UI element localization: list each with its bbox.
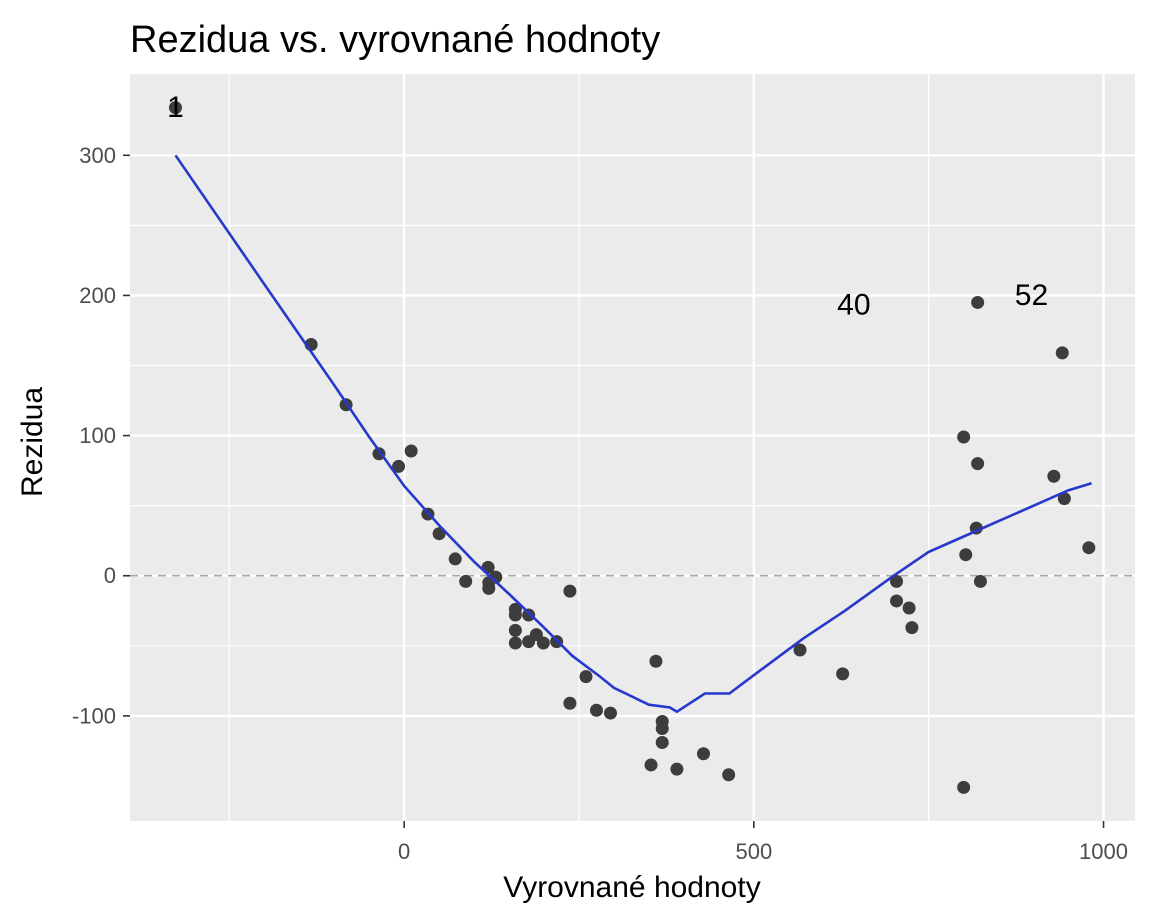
data-point-23 xyxy=(563,584,577,598)
y-axis-ticks: -100 0 100 200 300 xyxy=(72,143,130,728)
x-axis-ticks: 0 500 1000 xyxy=(398,821,1128,864)
data-point-16 xyxy=(508,623,522,637)
data-point-50 xyxy=(1055,346,1069,360)
data-point-5 xyxy=(404,444,418,458)
data-point-8 xyxy=(448,552,462,566)
data-point-47 xyxy=(971,457,985,471)
x-tick-label-1: 500 xyxy=(735,839,772,864)
data-point-29 xyxy=(649,654,663,668)
data-point-46 xyxy=(971,295,985,309)
data-point-42 xyxy=(957,430,971,444)
data-point-27 xyxy=(603,706,617,720)
smooth-line xyxy=(174,154,1092,714)
y-tick-label-4: 300 xyxy=(79,143,116,168)
data-point-12 xyxy=(482,581,496,595)
y-tick-label-1: 0 xyxy=(104,563,116,588)
data-point-21 xyxy=(536,636,550,650)
y-axis-title: Rezidua xyxy=(16,387,49,497)
y-tick-label-3: 200 xyxy=(79,283,116,308)
x-axis-title: Vyrovnané hodnoty xyxy=(503,871,760,904)
data-point-34 xyxy=(696,747,710,761)
data-point-39 xyxy=(890,594,904,608)
data-point-38 xyxy=(890,574,904,588)
data-point-0 xyxy=(168,101,182,115)
data-point-31 xyxy=(655,722,669,736)
data-point-9 xyxy=(459,574,473,588)
point-annotations: 1 40 52 xyxy=(167,91,1048,322)
plot-panel xyxy=(130,74,1135,821)
data-point-33 xyxy=(670,762,684,776)
data-point-25 xyxy=(579,670,593,684)
data-point-17 xyxy=(508,636,522,650)
minor-gridlines xyxy=(130,74,1135,821)
data-point-48 xyxy=(973,574,987,588)
x-tick-label-0: 0 xyxy=(398,839,410,864)
data-point-32 xyxy=(655,736,669,750)
data-point-26 xyxy=(589,703,603,717)
data-point-52 xyxy=(1082,541,1096,555)
data-point-4 xyxy=(392,459,406,473)
data-point-35 xyxy=(722,768,736,782)
data-point-43 xyxy=(957,780,971,794)
data-point-28 xyxy=(644,758,658,772)
data-point-40 xyxy=(902,601,916,615)
y-tick-label-2: 100 xyxy=(79,423,116,448)
annotation-label-1: 40 xyxy=(837,289,870,322)
chart-title: Rezidua vs. vyrovnané hodnoty xyxy=(130,19,660,61)
annotation-label-0: 1 xyxy=(167,91,184,124)
data-point-18 xyxy=(522,608,536,622)
data-point-15 xyxy=(508,608,522,622)
data-point-36 xyxy=(793,643,807,657)
annotation-label-2: 52 xyxy=(1015,279,1048,312)
data-point-51 xyxy=(1057,492,1071,506)
data-point-49 xyxy=(1047,469,1061,483)
y-tick-label-0: -100 xyxy=(72,703,116,728)
data-point-24 xyxy=(563,696,577,710)
data-point-37 xyxy=(836,667,850,681)
data-point-44 xyxy=(959,548,973,562)
data-point-41 xyxy=(905,621,919,635)
x-tick-label-2: 1000 xyxy=(1079,839,1128,864)
